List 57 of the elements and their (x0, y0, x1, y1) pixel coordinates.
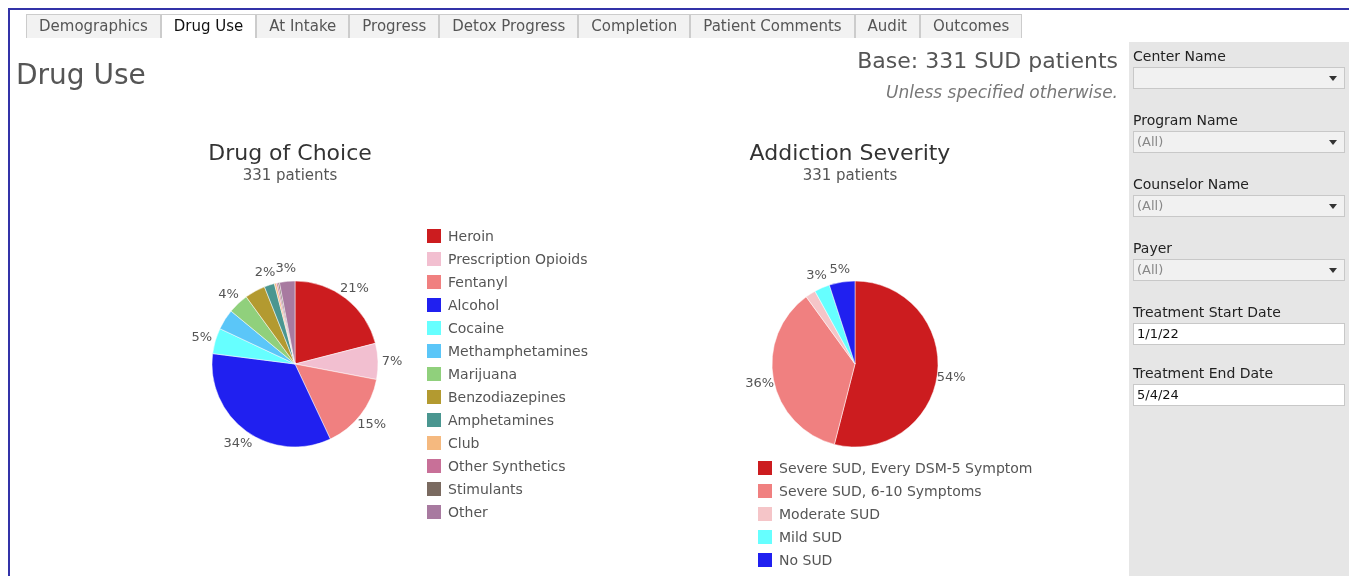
category-label: Audit (854, 14, 920, 38)
category-label: Treatment Start Date (1133, 304, 1282, 320)
text: 1/1/22 (1137, 326, 1179, 341)
legend-label: Severe SUD, Every DSM-5 Symptom (778, 458, 1033, 478)
category-label: Treatment End Date (1133, 365, 1275, 381)
legend-label: Heroin (447, 226, 495, 246)
data-label: 36% (745, 374, 775, 390)
chart-title: Drug of Choice (207, 140, 373, 165)
data-label: 5% (829, 260, 851, 276)
category-label: Payer (1133, 240, 1174, 256)
data-label: 3% (275, 259, 297, 275)
legend-label: Other Synthetics (447, 456, 567, 476)
legend-label: Amphetamines (447, 410, 555, 430)
text: 5/4/24 (1137, 387, 1179, 402)
legend-label: Prescription Opioids (447, 249, 589, 269)
text: Unless specified otherwise. (886, 82, 1118, 102)
category-label: Drug Use (160, 14, 257, 38)
legend-label: Mild SUD (778, 527, 844, 547)
category-label: Center Name (1133, 48, 1227, 64)
legend-label: Moderate SUD (778, 504, 881, 524)
text: Drug Use (16, 58, 146, 91)
data-label: 5% (191, 329, 213, 345)
legend-label: Marijuana (447, 364, 519, 384)
data-label: 7% (381, 353, 403, 369)
legend-label: Other (447, 502, 489, 522)
data-label: 2% (254, 264, 276, 280)
chart-title: Addiction Severity (748, 140, 952, 165)
legend-label: No SUD (778, 550, 834, 570)
text: (All) (1137, 134, 1164, 149)
legend-label: Fentanyl (447, 272, 509, 292)
data-label: 21% (340, 279, 369, 295)
legend-label: Severe SUD, 6-10 Symptoms (778, 481, 983, 501)
category-label: Progress (349, 14, 440, 38)
legend-label: Alcohol (447, 295, 501, 315)
category-label: At Intake (256, 14, 350, 38)
text: (All) (1137, 262, 1164, 277)
legend-label: Club (447, 433, 481, 453)
legend-label: Methamphetamines (447, 341, 589, 361)
data-label: 4% (218, 285, 239, 301)
category-label: Counselor Name (1133, 176, 1250, 192)
text: (All) (1137, 198, 1164, 213)
data-label: 54% (936, 368, 966, 384)
legend-label: Stimulants (447, 479, 524, 499)
data-label: 3% (806, 267, 827, 283)
chart-subtitle: 331 patients (241, 166, 339, 184)
legend-label: Benzodiazepines (447, 387, 567, 407)
legend-label: Cocaine (447, 318, 505, 338)
text: Base: 331 SUD patients (857, 48, 1118, 73)
category-label: Outcomes (919, 14, 1023, 38)
category-label: Patient Comments (690, 14, 855, 38)
category-label: Detox Progress (439, 14, 579, 38)
chart-subtitle: 331 patients (801, 166, 899, 184)
category-label: Program Name (1133, 112, 1239, 128)
category-label: Completion (578, 14, 691, 38)
category-label: Demographics (26, 14, 161, 38)
data-label: 15% (357, 415, 387, 431)
data-label: 34% (223, 434, 253, 450)
